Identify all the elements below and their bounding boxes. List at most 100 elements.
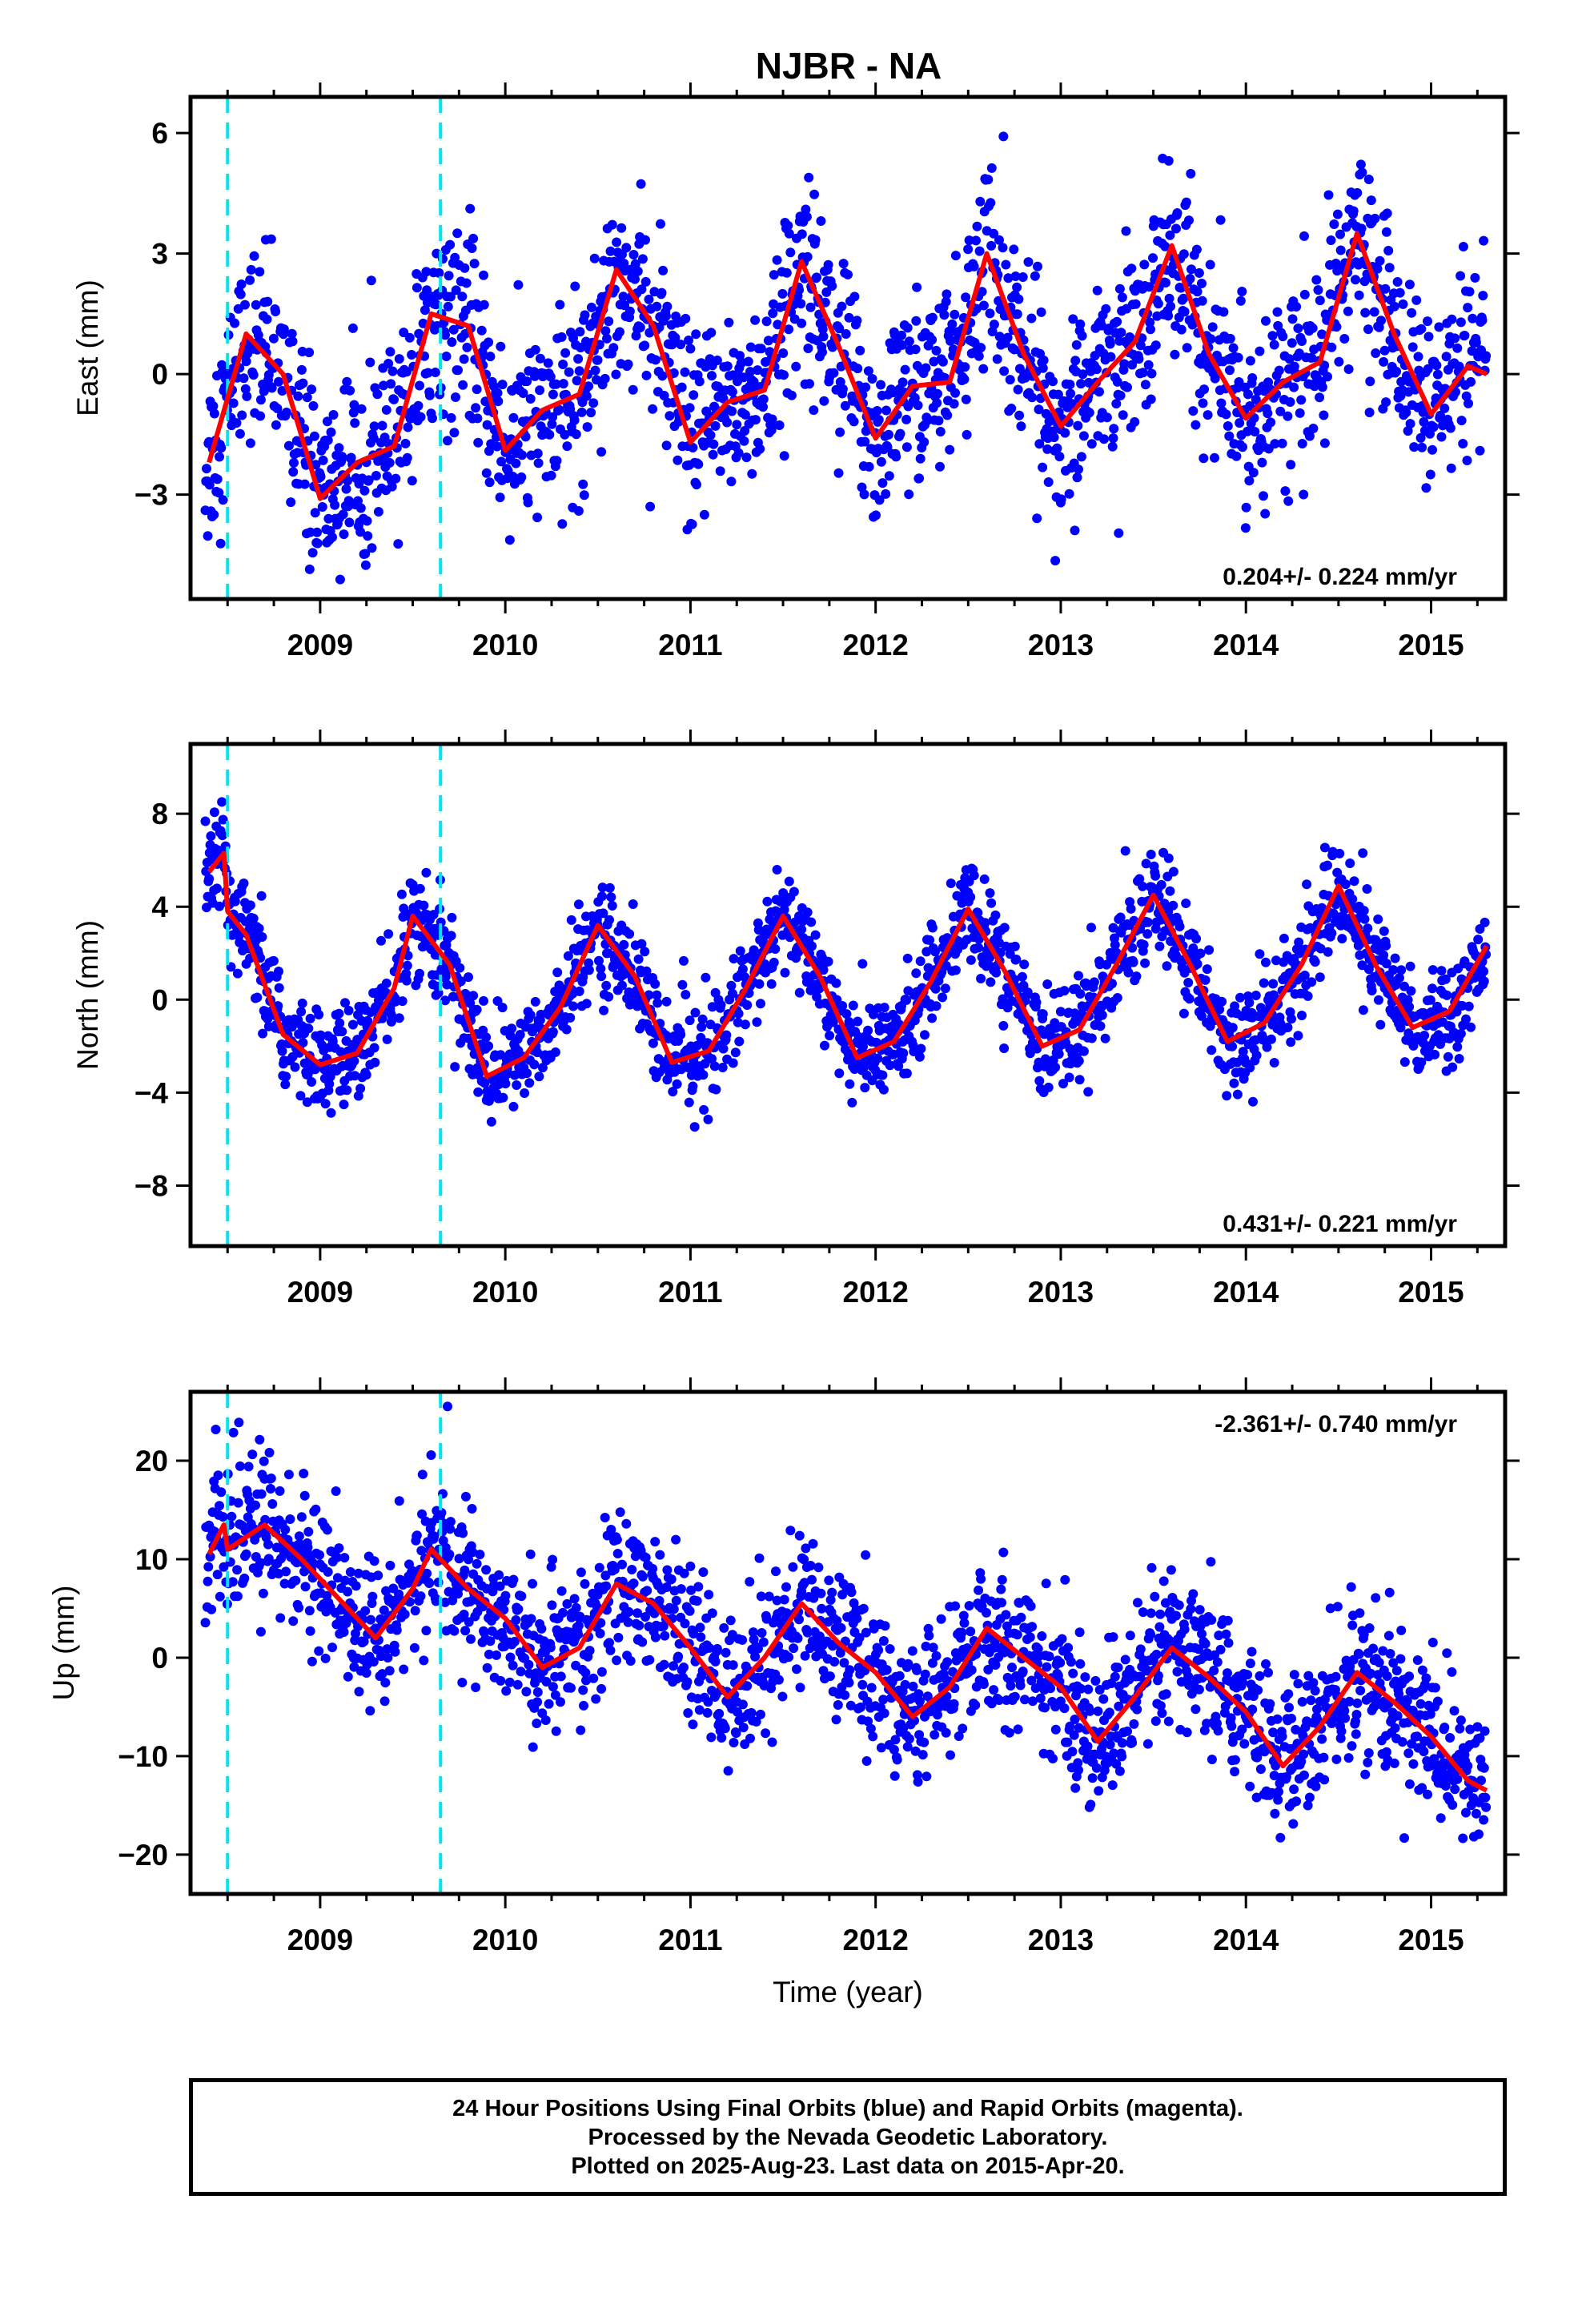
data-point [314, 1646, 324, 1656]
data-point [877, 1070, 888, 1080]
data-point [600, 326, 611, 336]
data-point [1363, 923, 1373, 934]
data-point [235, 1461, 245, 1471]
data-point [761, 1728, 771, 1739]
data-point [290, 1062, 300, 1072]
data-point [1289, 382, 1299, 392]
data-point [1432, 369, 1443, 380]
data-point [698, 1567, 709, 1578]
data-point [1323, 190, 1334, 200]
data-point [556, 1697, 565, 1707]
data-point [679, 955, 689, 966]
data-point [603, 948, 613, 959]
data-point [742, 1000, 753, 1010]
data-point [401, 968, 412, 979]
data-point [1038, 1009, 1048, 1019]
data-point [728, 1058, 738, 1068]
data-point [1334, 356, 1344, 367]
data-point [1199, 453, 1209, 464]
data-point [1040, 1054, 1050, 1064]
data-point [635, 322, 645, 332]
data-point [989, 228, 999, 239]
data-point [218, 814, 228, 825]
data-point [300, 1582, 311, 1592]
data-point [348, 408, 359, 418]
data-point [547, 419, 557, 429]
data-point [637, 1571, 648, 1582]
data-point [1456, 1028, 1466, 1039]
data-point [751, 1716, 761, 1727]
data-point [209, 509, 219, 520]
data-point [1125, 333, 1135, 344]
data-point [571, 1602, 581, 1613]
data-point [1271, 955, 1281, 966]
data-point [328, 410, 339, 420]
data-point [1407, 342, 1418, 352]
data-point [508, 1574, 519, 1585]
data-point [1456, 271, 1466, 281]
data-point [601, 980, 612, 991]
data-point [680, 367, 690, 377]
data-point [1086, 923, 1096, 933]
data-point [1413, 352, 1423, 362]
data-point [1166, 301, 1176, 312]
data-point [409, 1642, 420, 1653]
data-point [1311, 275, 1322, 285]
data-point [619, 259, 629, 268]
data-point [212, 1570, 223, 1580]
data-point [1317, 382, 1327, 392]
data-point [753, 925, 764, 935]
data-point [464, 1617, 474, 1627]
data-point [916, 1043, 926, 1054]
data-point [640, 1553, 651, 1562]
data-point [1205, 259, 1215, 270]
data-point [772, 1595, 782, 1606]
data-point [927, 923, 938, 933]
data-point [604, 991, 614, 1002]
data-point [706, 328, 717, 338]
data-point [994, 235, 1004, 245]
data-point [1163, 853, 1174, 863]
data-point [1245, 1063, 1255, 1073]
data-point [992, 354, 1002, 364]
data-point [945, 444, 955, 455]
data-point [509, 1070, 520, 1080]
data-point [311, 1504, 321, 1514]
data-point [717, 1063, 728, 1072]
data-point [764, 1591, 774, 1602]
data-point [673, 455, 683, 465]
data-point [1479, 967, 1489, 976]
data-point [662, 1565, 673, 1575]
data-point [812, 272, 822, 283]
data-point [732, 420, 742, 430]
data-point [1475, 445, 1485, 456]
data-point [581, 391, 592, 401]
data-point [1227, 1041, 1238, 1051]
data-point [417, 1470, 428, 1480]
data-point [1405, 419, 1415, 429]
data-point [449, 1626, 460, 1636]
data-point [496, 341, 506, 352]
rate-label: 0.204+/- 0.224 mm/yr [1223, 564, 1457, 590]
data-point [471, 1683, 481, 1692]
data-point [554, 404, 564, 415]
data-point [1398, 299, 1408, 309]
data-point [818, 332, 829, 342]
data-point [757, 1628, 767, 1638]
data-point [1463, 303, 1473, 313]
data-point [606, 892, 616, 903]
data-point [1375, 1019, 1386, 1030]
data-point [1323, 860, 1332, 870]
data-point [1466, 1022, 1476, 1032]
data-point [1477, 316, 1488, 325]
data-point [208, 401, 219, 412]
data-point [1327, 928, 1337, 939]
data-point [900, 364, 910, 375]
data-point [780, 967, 790, 978]
data-point [303, 1526, 314, 1537]
data-point [930, 947, 940, 957]
data-point [1337, 934, 1347, 944]
data-point [640, 947, 650, 957]
data-point [472, 384, 482, 395]
data-point [742, 1681, 753, 1691]
